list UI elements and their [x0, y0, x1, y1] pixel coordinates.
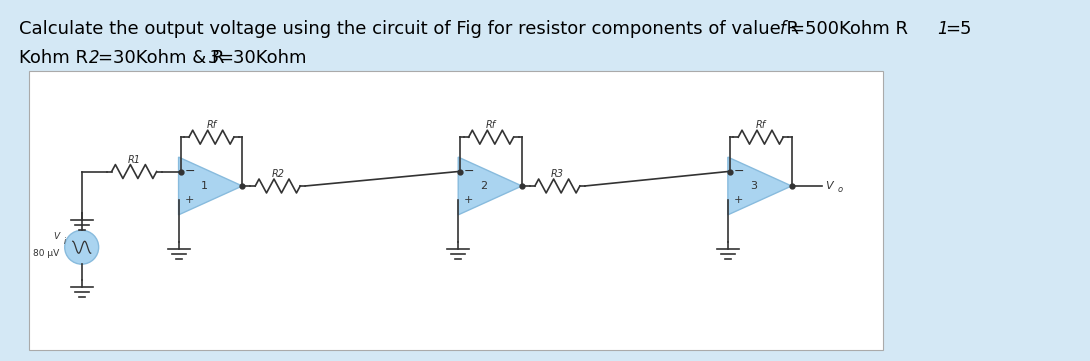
- Text: Kohm R: Kohm R: [19, 48, 87, 66]
- Text: =5: =5: [945, 19, 972, 38]
- Polygon shape: [179, 157, 242, 215]
- Text: 2: 2: [88, 48, 99, 66]
- Text: −: −: [734, 165, 744, 178]
- Polygon shape: [728, 157, 791, 215]
- Circle shape: [64, 230, 99, 264]
- FancyBboxPatch shape: [28, 71, 883, 350]
- Text: 1: 1: [937, 19, 948, 38]
- Text: i: i: [63, 237, 65, 246]
- Text: =30Kohm & R: =30Kohm & R: [98, 48, 225, 66]
- Text: 1: 1: [201, 181, 208, 191]
- Text: R1: R1: [128, 155, 141, 165]
- Text: R3: R3: [550, 169, 564, 179]
- Text: +: +: [184, 195, 194, 205]
- Text: =30Kohm: =30Kohm: [218, 48, 307, 66]
- Text: Calculate the output voltage using the circuit of Fig for resistor components of: Calculate the output voltage using the c…: [19, 19, 799, 38]
- Text: +: +: [464, 195, 473, 205]
- Polygon shape: [458, 157, 522, 215]
- Text: Rf: Rf: [755, 120, 766, 130]
- Text: o: o: [837, 186, 843, 195]
- Text: =500Kohm R: =500Kohm R: [789, 19, 908, 38]
- Text: 3: 3: [209, 48, 220, 66]
- Text: 80 μV: 80 μV: [34, 249, 60, 258]
- Text: 3: 3: [750, 181, 758, 191]
- Text: V: V: [53, 232, 60, 241]
- Text: +: +: [734, 195, 743, 205]
- Text: V: V: [825, 181, 833, 191]
- Text: Rf: Rf: [486, 120, 496, 130]
- Text: R2: R2: [271, 169, 284, 179]
- Text: Rf: Rf: [206, 120, 217, 130]
- Text: 2: 2: [481, 181, 487, 191]
- Text: −: −: [184, 165, 195, 178]
- Text: −: −: [464, 165, 475, 178]
- Text: f: f: [779, 19, 786, 38]
